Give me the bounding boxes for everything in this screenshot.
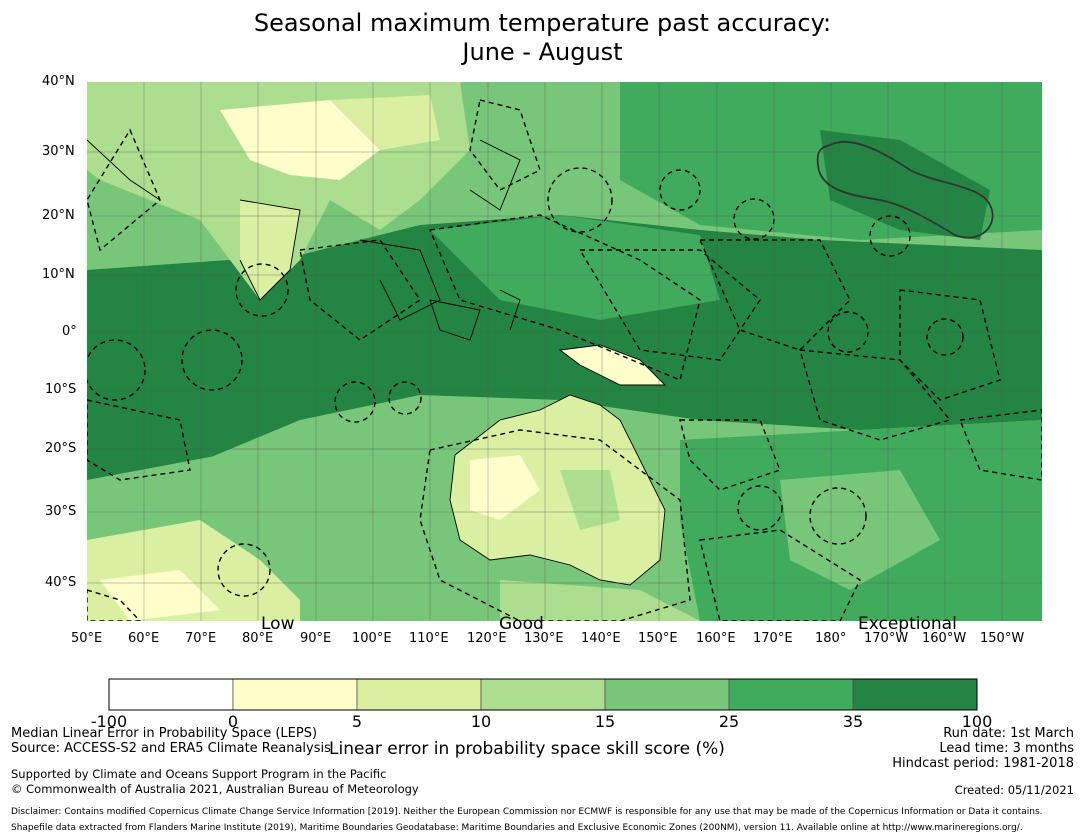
lat-label: 40°N — [42, 74, 75, 89]
colorbar-frame — [108, 678, 978, 711]
coastlines — [87, 139, 667, 586]
footer-created: Created: 05/11/2021 — [954, 783, 1074, 797]
colorbar-tick: 100 — [961, 712, 993, 731]
colorbar-swatch — [232, 678, 358, 711]
footer-leps: Median Linear Error in Probability Space… — [11, 726, 318, 741]
colorbar-tick: 0 — [227, 712, 239, 731]
lon-label: 80°E — [242, 631, 274, 646]
lon-label: 120°E — [467, 631, 507, 646]
colorbar-axis-label: Linear error in probability space skill … — [329, 739, 725, 759]
lon-label: 110°E — [409, 631, 449, 646]
lat-label: 30°S — [45, 504, 77, 519]
category-low: Low — [261, 614, 295, 634]
lat-label: 10°N — [42, 267, 75, 282]
colorbar-swatch — [852, 678, 978, 711]
lon-label: 70°E — [185, 631, 217, 646]
colorbar-swatch — [356, 678, 482, 711]
footer-run-date: Run date: 1st March — [943, 726, 1074, 741]
new-guinea — [560, 345, 665, 385]
lat-label: 20°N — [42, 208, 75, 223]
footer-copyright: © Commonwealth of Australia 2021, Austra… — [11, 782, 419, 796]
colorbar-swatch — [108, 678, 234, 711]
lon-label: 130°E — [524, 631, 564, 646]
footer-shapefile: Shapefile data extracted from Flanders M… — [11, 823, 1023, 833]
map-title-line1: Seasonal maximum temperature past accura… — [253, 9, 832, 37]
footer-source: Source: ACCESS-S2 and ERA5 Climate Reana… — [11, 741, 331, 756]
lon-label: 180° — [815, 631, 847, 646]
footer-hindcast: Hindcast period: 1981-2018 — [892, 756, 1074, 771]
hawaii-region — [820, 130, 990, 240]
eez-boundaries — [87, 99, 1042, 621]
hawaii-boundary — [816, 140, 994, 239]
colorbar — [108, 678, 978, 711]
australia-west-interior — [470, 455, 540, 520]
australia — [450, 395, 665, 585]
himalaya — [330, 95, 440, 150]
colorbar-swatch — [728, 678, 854, 711]
colorbar-tick: 25 — [718, 712, 740, 731]
maritime-zone — [430, 215, 720, 320]
lon-label: 150°W — [980, 631, 1025, 646]
footer-lead-time: Lead time: 3 months — [939, 741, 1074, 756]
lat-label: 0° — [62, 324, 77, 339]
lon-label: 60°E — [128, 631, 160, 646]
south-of-australia — [500, 580, 700, 621]
lon-label: 170°E — [753, 631, 793, 646]
lon-label: 100°E — [352, 631, 392, 646]
graticule — [87, 82, 1042, 621]
map-panel — [87, 82, 1042, 621]
lon-label: 160°W — [922, 631, 967, 646]
lon-label: 160°E — [696, 631, 736, 646]
lon-label: 150°E — [638, 631, 678, 646]
lon-label: 90°E — [300, 631, 332, 646]
lat-label: 20°S — [45, 441, 77, 456]
far-southwest — [100, 570, 220, 621]
footer-support: Supported by Climate and Oceans Support … — [11, 767, 387, 781]
lon-label: 50°E — [71, 631, 103, 646]
colorbar-swatch — [604, 678, 730, 711]
footer-disclaimer: Disclaimer: Contains modified Copernicus… — [11, 807, 1043, 817]
lat-label: 40°S — [45, 575, 77, 590]
colorbar-tick: 10 — [470, 712, 492, 731]
colorbar-tick: 35 — [842, 712, 864, 731]
lon-label: 170°W — [864, 631, 909, 646]
equatorial-high-skill — [87, 215, 1042, 480]
category-exceptional: Exceptional — [858, 614, 957, 634]
lat-label: 30°N — [42, 144, 75, 159]
lon-label: 140°E — [581, 631, 621, 646]
australia-east-interior — [560, 470, 620, 530]
tasman-east — [780, 470, 940, 590]
colorbar-tick: 5 — [351, 712, 363, 731]
indian-plateau — [220, 100, 380, 180]
colorbar-tick: 15 — [594, 712, 616, 731]
lat-label: 10°S — [45, 382, 77, 397]
category-good: Good — [499, 614, 544, 634]
colorbar-swatch — [480, 678, 606, 711]
map-title-line2: June - August — [462, 38, 623, 66]
colorbar-tick: -100 — [90, 712, 128, 731]
